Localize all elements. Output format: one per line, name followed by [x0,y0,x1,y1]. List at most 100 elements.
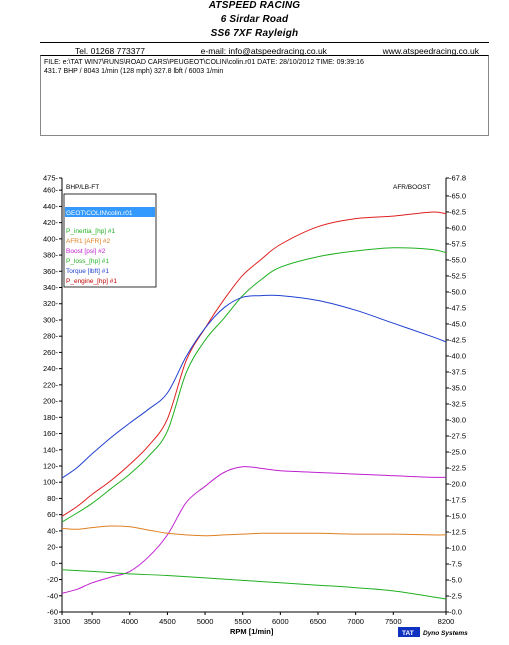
y-left-tick-label: 80- [47,494,58,503]
y-left-tick-label: 420- [43,218,59,227]
x-tick-label: 5000 [197,617,214,626]
y-right-tick-label: -25.0 [449,447,466,456]
y-left-tick-label: 200- [43,397,59,406]
y-right-tick-label: -27.5 [449,431,466,440]
x-tick-label: 7500 [385,617,402,626]
x-tick-label: 4500 [159,617,176,626]
y-left-tick-label: 320- [43,299,59,308]
email: e-mail: info@atspeedracing.co.uk [200,46,327,56]
y-right-tick-label: -57.5 [449,239,466,248]
legend-file-highlight [65,207,155,217]
y-right-tick-label: -52.5 [449,271,466,280]
y-left-tick-label: 140- [43,445,59,454]
address-line: 6 Sirdar Road [220,14,289,25]
y-left-tick-label: 60- [47,510,58,519]
run-info-box: FILE: e:\TAT WIN7\RUNS\ROAD CARS\PEUGEOT… [40,55,489,136]
y-left-tick-label: 40- [47,526,58,535]
x-tick-label: 3100 [54,617,71,626]
y-right-tick-label: -60.0 [449,223,466,232]
telephone: Tel. 01268 773377 [75,46,145,56]
x-tick-label: 5500 [234,617,251,626]
y-right-tick-label: -42.5 [449,335,466,344]
y-right-tick-label: -17.5 [449,495,466,504]
power-summary: 431.7 BHP / 8043 1/min (128 mph) 327.8 l… [44,68,224,75]
legend-entry: Torque [lbft] #1 [66,268,109,275]
y-right-tick-label: -35.0 [449,383,466,392]
y-right-tick-label: -32.5 [449,399,466,408]
y-axis-right-label: AFR/BOOST [393,184,431,191]
postcode-line: SS6 7XF Rayleigh [210,28,299,39]
series-line-6 [61,569,447,600]
y-right-tick-label: -5.0 [449,575,462,584]
y-right-tick-label: -22.5 [449,463,466,472]
x-tick-label: 7000 [347,617,364,626]
y-left-tick-label: 400- [43,234,59,243]
y-left-tick-label: -60 [47,608,58,617]
y-right-tick-label: -62.5 [449,207,466,216]
y-right-tick-label: -37.5 [449,367,466,376]
y-right-tick-label: -15.0 [449,511,466,520]
y-right-tick-label: -45.0 [449,319,466,328]
contact-bar: Tel. 01268 773377 e-mail: info@atspeedra… [40,42,489,56]
legend-entry: P_loss_[hp] #1 [66,258,109,265]
y-left-tick-label: 220- [43,380,59,389]
tat-logo: TAT Dyno Systems [398,627,468,637]
legend-entry: P_inertia_[hp] #1 [66,228,116,235]
y-left-tick-label: 180- [43,413,59,422]
y-right-tick-label: -40.0 [449,351,466,360]
y-right-tick-label: -20.0 [449,479,466,488]
series-line-5 [61,525,447,537]
y-left-tick-label: 100- [43,478,59,487]
series-line-4 [61,466,447,594]
y-left-tick-label: 20- [47,543,58,552]
y-left-tick-label: -40 [47,591,58,600]
legend-file-label: GEOT\COLIN\colin.r01 [66,210,133,217]
x-tick-label: 6500 [310,617,327,626]
y-axis-left-label: BHP/LB-FT [66,184,99,191]
y-left-tick-label: 280- [43,332,59,341]
y-left-tick-label: 360- [43,267,59,276]
y-right-tick-label: -0.0 [449,608,462,617]
y-right-tick-label: -10.0 [449,543,466,552]
x-tick-label: 4000 [121,617,138,626]
y-left-tick-label: 240- [43,364,59,373]
file-info: FILE: e:\TAT WIN7\RUNS\ROAD CARS\PEUGEOT… [44,59,364,66]
series-line-3 [61,294,447,479]
chart-axes: -60 -40 -20 0- 20- 40- 60- 80- 100- 120- 140- 160- 1… [43,174,466,627]
y-left-tick-label: 380- [43,251,59,260]
y-left-tick-label: 120- [43,461,59,470]
x-tick-label: 8200 [438,617,455,626]
chart-series [61,211,447,600]
y-left-tick-label: 440- [43,202,59,211]
legend-entry: P_engine_[hp] #1 [66,278,117,285]
y-right-tick-label: -50.0 [449,287,466,296]
legend-entry: AFR1 [AFR] #2 [66,238,110,245]
x-tick-label: 6000 [272,617,289,626]
website: www.atspeedracing.co.uk [382,46,479,56]
company-name: ATSPEED RACING [208,0,301,11]
y-left-tick-label: 160- [43,429,59,438]
series-line-1 [61,211,447,517]
y-right-tick-label: -67.8 [449,174,466,183]
x-axis-label: RPM [1/min] [230,627,274,636]
chart-legend: GEOT\COLIN\colin.r01 P_inertia_[hp] #1 AFR… [63,193,157,288]
y-left-tick-label: 460- [43,186,59,195]
y-right-tick-label: -55.0 [449,255,466,264]
y-right-tick-label: -65.0 [449,191,466,200]
legend-entry: Boost [psi] #2 [66,248,106,255]
y-left-tick-label: 340- [43,283,59,292]
y-right-tick-label: -12.5 [449,527,466,536]
y-left-tick-label: -20 [47,575,58,584]
tat-logo-text: Dyno Systems [423,630,468,637]
y-right-tick-label: -7.5 [449,559,462,568]
x-tick-label: 3500 [84,617,101,626]
y-left-tick-label: 0- [51,559,58,568]
y-right-tick-label: -30.0 [449,415,466,424]
y-left-tick-label: 475- [43,174,59,183]
y-left-tick-label: 300- [43,315,59,324]
y-right-tick-label: -2.5 [449,591,462,600]
y-right-tick-label: -47.5 [449,303,466,312]
series-line-2 [61,247,447,523]
tat-logo-box-text: TAT [402,630,414,637]
